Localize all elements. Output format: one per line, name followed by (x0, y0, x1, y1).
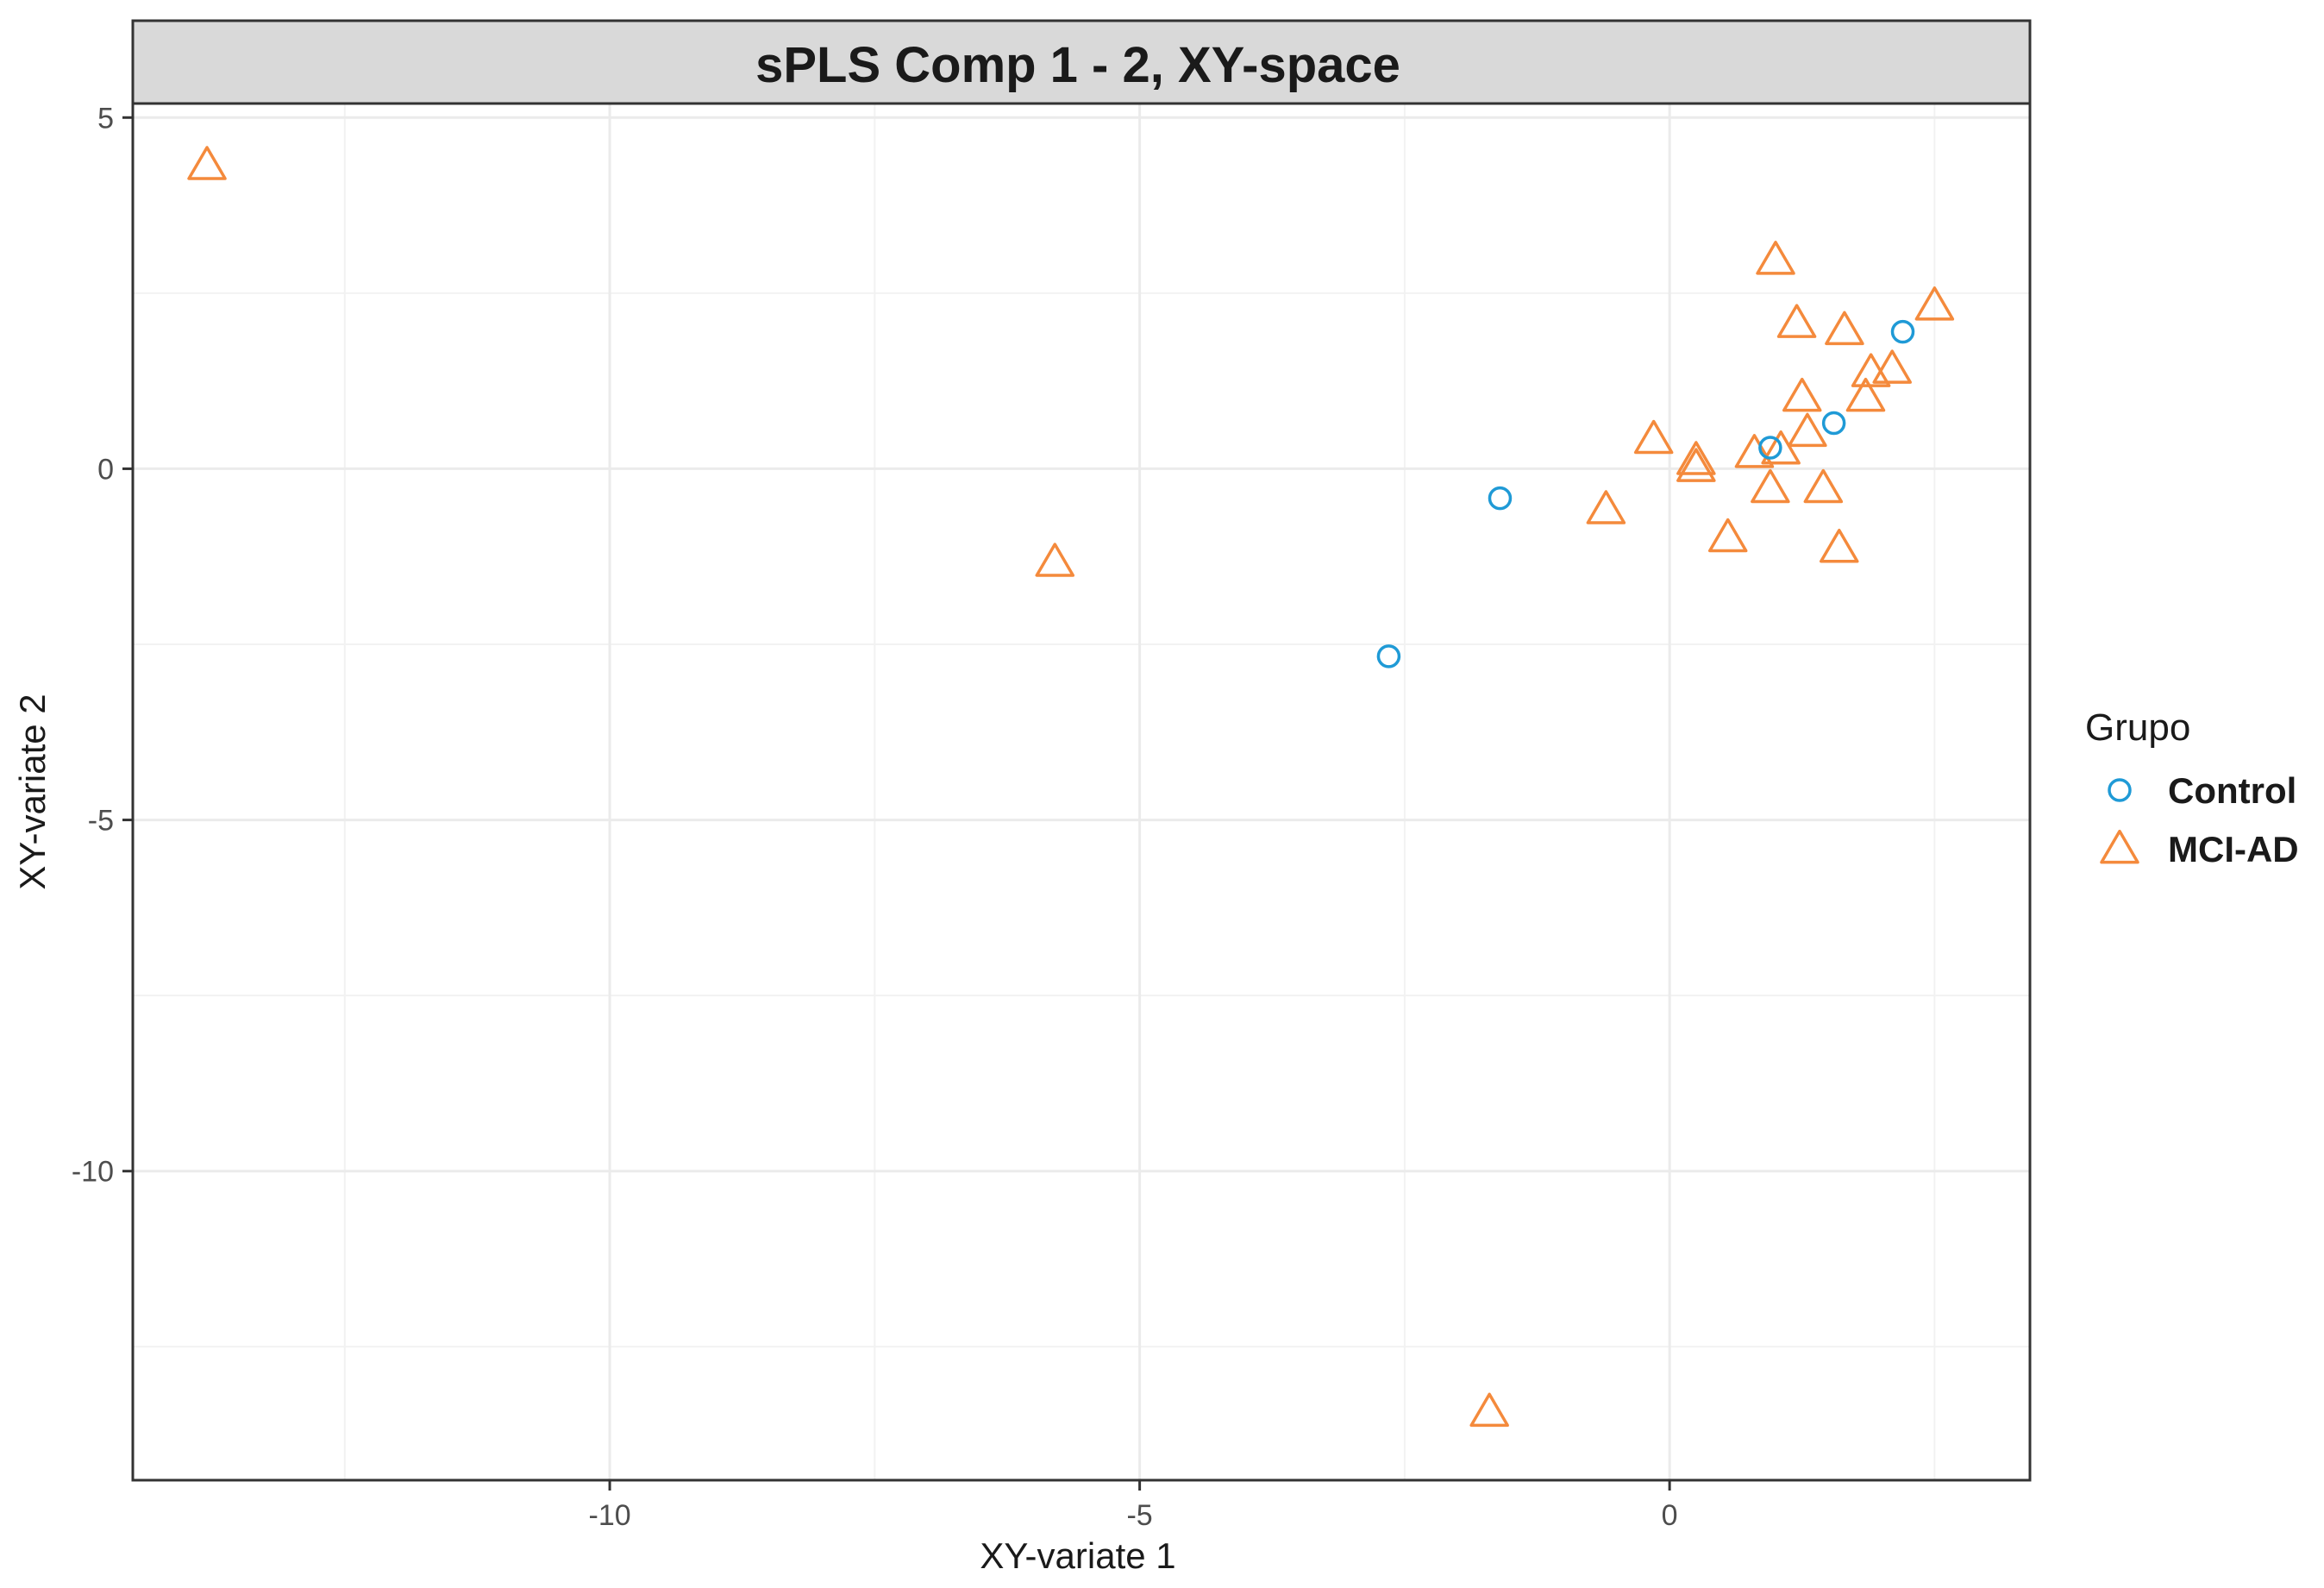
legend: Grupo Control MCI-AD (2085, 706, 2299, 869)
plot-panel-border (131, 102, 2032, 1482)
x-tick-label: -5 (1126, 1499, 1152, 1532)
mci-ad-point (1788, 412, 1827, 448)
mci-ad-point (1820, 529, 1859, 563)
y-tick-label: -5 (88, 805, 114, 838)
control-point (1376, 644, 1401, 668)
chart-title: sPLS Comp 1 - 2, XY-space (755, 37, 1400, 93)
title-strip (131, 19, 2032, 105)
mci-ad-point (1707, 518, 1748, 553)
mci-ad-point (1676, 441, 1716, 475)
mci-ad-point (1734, 434, 1775, 468)
mci-ad-point (1845, 377, 1886, 412)
mci-ad-point (1803, 468, 1844, 504)
control-point (1758, 436, 1782, 460)
mci-ad-point (1469, 1392, 1509, 1428)
y-tick-label: 5 (97, 102, 114, 135)
x-tick-label: 0 (1662, 1499, 1678, 1532)
legend-key-control (2108, 778, 2132, 802)
legend-label-mci-ad: MCI-AD (2168, 829, 2299, 869)
control-point (1488, 486, 1513, 511)
x-axis-title: XY-variate 1 (980, 1535, 1175, 1576)
legend-label-control: Control (2168, 770, 2296, 811)
mci-ad-point (1676, 448, 1716, 482)
mci-ad-point (1872, 349, 1912, 384)
x-tick-label: -10 (589, 1499, 631, 1532)
control-point (1821, 411, 1846, 436)
y-tick-label: 0 (97, 453, 114, 486)
legend-title: Grupo (2085, 706, 2190, 749)
mci-ad-point (1914, 286, 1955, 321)
mci-ad-point (1035, 543, 1075, 577)
mci-ad-point (1825, 311, 1864, 346)
control-point (1890, 319, 1915, 344)
mci-ad-point (1761, 430, 1801, 465)
mci-ad-point (1782, 377, 1822, 412)
points-layer (187, 146, 1955, 1428)
mci-ad-point (187, 146, 227, 180)
y-tick-label: -10 (72, 1156, 114, 1189)
axis-layer: -10 -5 0 5 0 -5 -10 (72, 102, 1678, 1532)
mci-ad-point (1776, 304, 1817, 338)
mci-ad-point (1751, 468, 1790, 504)
legend-items: Control MCI-AD (2100, 770, 2299, 869)
grid-layer (133, 104, 2030, 1480)
plot-panel (133, 104, 2030, 1480)
y-axis-title: XY-variate 2 (12, 694, 53, 889)
mci-ad-point (1633, 419, 1674, 455)
mci-ad-point (1586, 490, 1626, 524)
mci-ad-point (1756, 241, 1795, 275)
legend-key-mci-ad (2100, 829, 2139, 864)
